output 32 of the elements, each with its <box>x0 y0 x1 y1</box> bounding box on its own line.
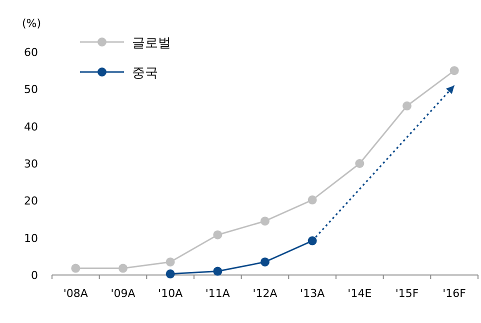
y-tick-label: 30 <box>24 158 38 170</box>
x-tick-label: '14E <box>348 287 372 300</box>
point <box>308 195 317 204</box>
y-axis-title: (%) <box>22 17 42 30</box>
y-tick-label: 50 <box>24 83 38 96</box>
x-tick-label: '15F <box>395 287 419 300</box>
x-tick-label: '09A <box>110 287 136 300</box>
point <box>118 264 128 273</box>
point <box>213 266 222 276</box>
point <box>71 264 80 273</box>
y-tick-label: 20 <box>24 194 38 208</box>
x-tick-label: '08A <box>63 287 88 300</box>
x-tick-label: '11A <box>205 287 230 300</box>
point <box>308 236 317 246</box>
x-tick-label: '10A <box>158 287 184 300</box>
point <box>166 257 175 266</box>
point <box>166 269 175 278</box>
point <box>450 66 459 76</box>
point <box>260 216 270 226</box>
x-tick-label: '16F <box>442 287 466 300</box>
legend-label: 글로벌 <box>132 36 171 51</box>
y-tick-label: 60 <box>24 46 38 59</box>
x-tick-label: '12A <box>252 287 278 300</box>
y-tick-label: 0 <box>31 269 38 282</box>
point <box>355 159 364 168</box>
point <box>402 101 412 110</box>
y-tick-label: 10 <box>24 232 38 245</box>
point <box>260 257 270 266</box>
point <box>213 230 222 240</box>
legend-label: 중국 <box>132 66 158 81</box>
y-tick-label: 40 <box>24 120 38 134</box>
x-tick-label: '13A <box>300 287 326 300</box>
